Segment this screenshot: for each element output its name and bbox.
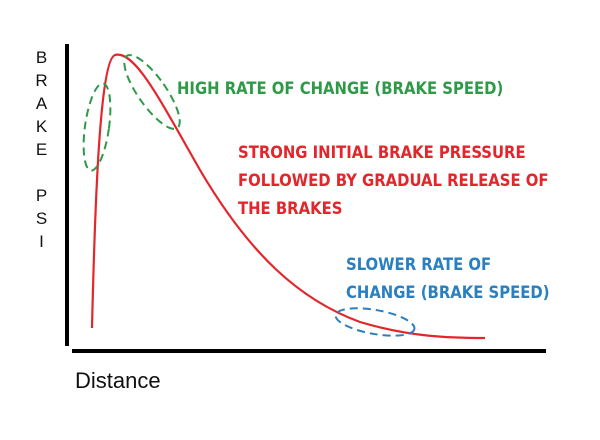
high-rate-marker [82,82,112,172]
x-axis-label: Distance [75,368,161,393]
high-rate-marker [123,54,181,130]
pressure-curve [90,53,486,340]
slow-rate-annotation: SLOWER RATE OF [346,255,491,274]
main-annotation: STRONG INITIAL BRAKE PRESSURE [238,143,526,162]
y-axis-label: BRAKE PSI [32,48,51,255]
slow-rate-annotation: CHANGE (BRAKE SPEED) [346,283,550,302]
slow-rate-marker [334,307,416,337]
main-annotation: FOLLOWED BY GRADUAL RELEASE OF [238,171,549,190]
main-annotation: THE BRAKES [238,199,342,218]
high-rate-annotation: HIGH RATE OF CHANGE (BRAKE SPEED) [177,79,503,98]
